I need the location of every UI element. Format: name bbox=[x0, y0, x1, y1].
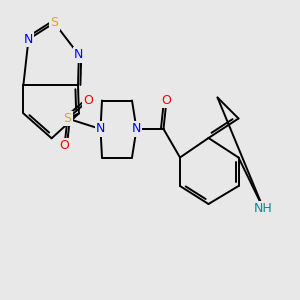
Text: O: O bbox=[60, 139, 69, 152]
Text: S: S bbox=[64, 112, 71, 125]
Text: S: S bbox=[50, 16, 58, 29]
Text: O: O bbox=[162, 94, 171, 107]
Text: N: N bbox=[74, 48, 84, 62]
Text: NH: NH bbox=[254, 202, 273, 215]
Text: N: N bbox=[24, 33, 33, 46]
Text: N: N bbox=[132, 122, 141, 136]
Text: O: O bbox=[84, 94, 93, 107]
Text: N: N bbox=[96, 122, 105, 136]
